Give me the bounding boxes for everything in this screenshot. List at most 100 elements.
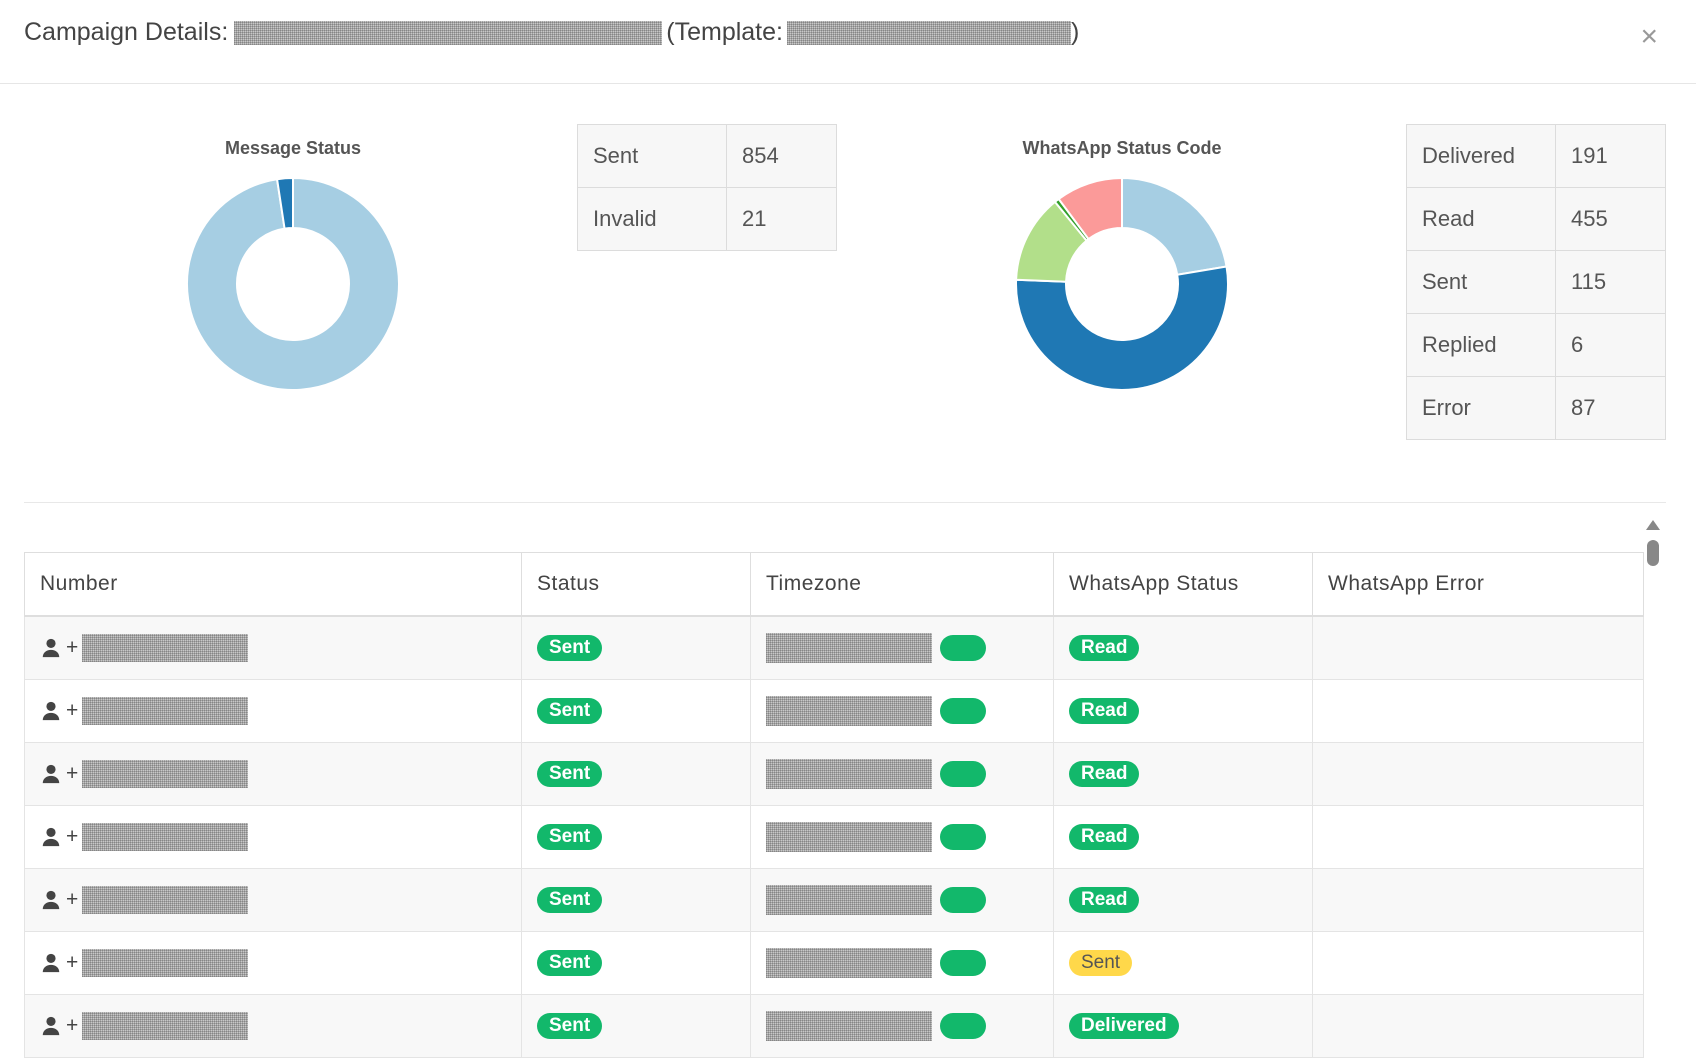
whatsapp-error-cell bbox=[1312, 868, 1644, 932]
table-row[interactable]: + Sent Read bbox=[24, 742, 1644, 806]
redacted-template-name bbox=[786, 20, 1071, 45]
column-header-number[interactable]: Number bbox=[24, 552, 522, 617]
number-prefix: + bbox=[66, 951, 79, 974]
person-icon bbox=[40, 952, 62, 974]
number-cell: + bbox=[24, 931, 522, 995]
whatsapp-status-badge: Sent bbox=[1069, 950, 1133, 976]
number-wrapper: + bbox=[40, 1012, 506, 1040]
redacted-number bbox=[82, 697, 249, 725]
whatsapp-status-donut-chart bbox=[1015, 176, 1229, 391]
donut-slice-error[interactable] bbox=[1057, 176, 1123, 241]
person-icon bbox=[40, 637, 62, 659]
number-prefix: + bbox=[66, 762, 79, 785]
status-cell: Sent bbox=[521, 931, 751, 995]
donut-slice-sent[interactable] bbox=[186, 176, 400, 391]
scroll-up-arrow[interactable] bbox=[1646, 520, 1660, 530]
table-row[interactable]: + Sent Read bbox=[24, 805, 1644, 869]
number-prefix: + bbox=[66, 1014, 79, 1037]
message-status-row: Sent 854 bbox=[577, 124, 837, 188]
timezone-cell bbox=[750, 615, 1054, 680]
whatsapp-status-row: Sent 115 bbox=[1406, 250, 1666, 314]
table-row[interactable]: + Sent Read bbox=[24, 868, 1644, 932]
whatsapp-status-badge: Read bbox=[1069, 887, 1140, 913]
modal-header: Campaign Details: (Template: ) × bbox=[0, 0, 1696, 84]
person-icon bbox=[40, 700, 62, 722]
number-prefix: + bbox=[66, 699, 79, 722]
message-status-value: 854 bbox=[726, 124, 837, 188]
number-wrapper: + bbox=[40, 886, 506, 914]
redacted-timezone bbox=[766, 759, 932, 789]
whatsapp-status-label: Sent bbox=[1406, 250, 1556, 314]
redacted-timezone bbox=[766, 1011, 932, 1041]
whatsapp-status-cell: Read bbox=[1053, 805, 1313, 869]
whatsapp-status-badge: Delivered bbox=[1069, 1013, 1179, 1039]
number-prefix: + bbox=[66, 636, 79, 659]
donut-slice-delivered[interactable] bbox=[1121, 176, 1228, 276]
number-prefix: + bbox=[66, 888, 79, 911]
whatsapp-error-cell bbox=[1312, 679, 1644, 743]
whatsapp-status-badge: Read bbox=[1069, 761, 1140, 787]
timezone-badge bbox=[940, 635, 986, 661]
person-icon bbox=[40, 763, 62, 785]
donut-slice-read[interactable] bbox=[1015, 265, 1229, 391]
status-cell: Sent bbox=[521, 868, 751, 932]
whatsapp-status-badge: Read bbox=[1069, 698, 1140, 724]
redacted-campaign-name bbox=[234, 20, 663, 45]
whatsapp-error-cell bbox=[1312, 742, 1644, 806]
whatsapp-status-row: Error 87 bbox=[1406, 376, 1666, 440]
column-header-whatsapp-status[interactable]: WhatsApp Status bbox=[1053, 552, 1313, 617]
whatsapp-error-cell bbox=[1312, 805, 1644, 869]
person-icon bbox=[40, 1015, 62, 1037]
timezone-badge bbox=[940, 824, 986, 850]
status-badge: Sent bbox=[537, 1013, 603, 1039]
whatsapp-status-value: 115 bbox=[1555, 250, 1666, 314]
timezone-cell bbox=[750, 742, 1054, 806]
column-header-whatsapp-error[interactable]: WhatsApp Error bbox=[1312, 552, 1644, 617]
message-status-value: 21 bbox=[726, 187, 837, 251]
whatsapp-status-table: Delivered 191 Read 455 Sent 115 Replied 6 Error 8… bbox=[1406, 124, 1666, 440]
column-header-status[interactable]: Status bbox=[521, 552, 751, 617]
table-row[interactable]: + Sent Sent bbox=[24, 931, 1644, 995]
redacted-timezone bbox=[766, 696, 932, 726]
whatsapp-status-chart-title: WhatsApp Status Code bbox=[1022, 138, 1222, 158]
recipients-table: Number Status Timezone WhatsApp Status W… bbox=[24, 552, 1644, 1058]
timezone-cell bbox=[750, 868, 1054, 932]
donut-slice-invalid[interactable] bbox=[275, 176, 294, 230]
number-cell: + bbox=[24, 994, 522, 1058]
number-wrapper: + bbox=[40, 634, 506, 662]
section-divider bbox=[24, 502, 1666, 503]
column-header-timezone[interactable]: Timezone bbox=[750, 552, 1054, 617]
table-row[interactable]: + Sent Read bbox=[24, 679, 1644, 743]
timezone-cell bbox=[750, 994, 1054, 1058]
whatsapp-status-label: Read bbox=[1406, 187, 1556, 251]
redacted-timezone bbox=[766, 948, 932, 978]
number-wrapper: + bbox=[40, 760, 506, 788]
status-cell: Sent bbox=[521, 615, 751, 680]
whatsapp-status-label: Replied bbox=[1406, 313, 1556, 377]
close-icon[interactable]: × bbox=[1640, 20, 1658, 53]
scrollbar-thumb[interactable] bbox=[1647, 540, 1659, 566]
whatsapp-error-cell bbox=[1312, 994, 1644, 1058]
number-cell: + bbox=[24, 868, 522, 932]
table-row[interactable]: + Sent Delivered bbox=[24, 994, 1644, 1058]
status-badge: Sent bbox=[537, 887, 603, 913]
redacted-timezone bbox=[766, 885, 932, 915]
redacted-number bbox=[82, 634, 249, 662]
number-cell: + bbox=[24, 615, 522, 680]
timezone-wrapper bbox=[766, 885, 1038, 915]
status-cell: Sent bbox=[521, 679, 751, 743]
timezone-wrapper bbox=[766, 696, 1038, 726]
number-cell: + bbox=[24, 742, 522, 806]
table-row[interactable]: + Sent Read bbox=[24, 615, 1644, 680]
redacted-number bbox=[82, 823, 249, 851]
number-wrapper: + bbox=[40, 697, 506, 725]
timezone-badge bbox=[940, 1013, 986, 1039]
whatsapp-status-cell: Read bbox=[1053, 742, 1313, 806]
timezone-wrapper bbox=[766, 1011, 1038, 1041]
redacted-number bbox=[82, 1012, 249, 1040]
whatsapp-status-badge: Read bbox=[1069, 824, 1140, 850]
timezone-wrapper bbox=[766, 822, 1038, 852]
whatsapp-error-cell bbox=[1312, 615, 1644, 680]
message-status-table: Sent 854 Invalid 21 bbox=[577, 124, 837, 251]
redacted-timezone bbox=[766, 633, 932, 663]
